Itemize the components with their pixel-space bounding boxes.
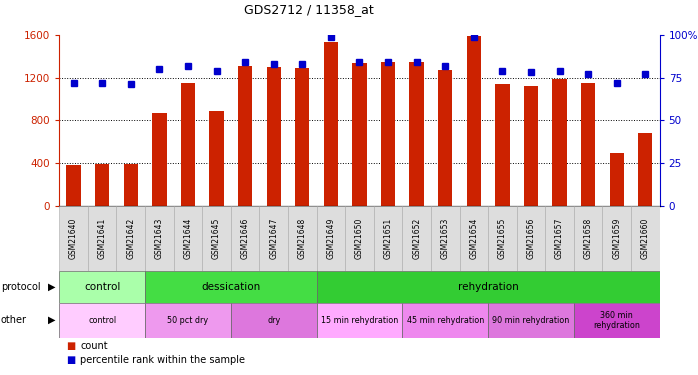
Bar xyxy=(346,206,373,271)
Text: GSM21650: GSM21650 xyxy=(355,217,364,259)
Bar xyxy=(317,271,660,303)
Bar xyxy=(602,206,631,271)
Text: GSM21654: GSM21654 xyxy=(469,217,478,259)
Text: 90 min rehydration: 90 min rehydration xyxy=(492,316,570,325)
Bar xyxy=(381,62,395,206)
Text: protocol: protocol xyxy=(1,282,40,292)
Bar xyxy=(88,206,117,271)
Text: GSM21652: GSM21652 xyxy=(412,217,421,259)
Bar xyxy=(117,206,145,271)
Bar xyxy=(402,206,431,271)
Bar xyxy=(59,271,145,303)
Text: GSM21648: GSM21648 xyxy=(298,217,307,259)
Text: 15 min rehydration: 15 min rehydration xyxy=(321,316,398,325)
Bar xyxy=(459,206,488,271)
Text: dessication: dessication xyxy=(201,282,260,292)
Bar xyxy=(59,206,88,271)
Text: GSM21642: GSM21642 xyxy=(126,217,135,259)
Bar xyxy=(467,36,481,206)
Text: ■: ■ xyxy=(66,356,75,366)
Text: GSM21641: GSM21641 xyxy=(98,217,107,259)
Text: GSM21653: GSM21653 xyxy=(440,217,450,259)
Bar xyxy=(145,206,174,271)
Bar xyxy=(145,303,231,338)
Text: GSM21655: GSM21655 xyxy=(498,217,507,259)
Text: 45 min rehydration: 45 min rehydration xyxy=(407,316,484,325)
Bar xyxy=(574,206,602,271)
Text: GSM21640: GSM21640 xyxy=(69,217,78,259)
Bar xyxy=(145,271,317,303)
Bar xyxy=(581,83,595,206)
Bar xyxy=(431,206,459,271)
Text: control: control xyxy=(88,316,117,325)
Text: GSM21651: GSM21651 xyxy=(384,217,392,259)
Bar xyxy=(638,133,653,206)
Text: GSM21657: GSM21657 xyxy=(555,217,564,259)
Text: ▶: ▶ xyxy=(48,315,56,325)
Text: GSM21656: GSM21656 xyxy=(526,217,535,259)
Bar xyxy=(402,303,488,338)
Bar xyxy=(231,206,260,271)
Bar xyxy=(488,206,517,271)
Text: count: count xyxy=(80,341,108,351)
Text: 50 pct dry: 50 pct dry xyxy=(168,316,209,325)
Bar xyxy=(545,206,574,271)
Text: GSM21644: GSM21644 xyxy=(184,217,193,259)
Text: dry: dry xyxy=(267,316,281,325)
Text: GSM21647: GSM21647 xyxy=(269,217,279,259)
Bar xyxy=(288,206,317,271)
Text: GSM21649: GSM21649 xyxy=(327,217,335,259)
Bar xyxy=(496,84,510,206)
Bar xyxy=(352,63,366,206)
Bar xyxy=(209,111,223,206)
Bar xyxy=(66,165,81,206)
Bar xyxy=(238,66,252,206)
Bar xyxy=(152,113,167,206)
Bar xyxy=(609,153,624,206)
Bar xyxy=(295,68,309,206)
Bar xyxy=(517,206,545,271)
Bar xyxy=(574,303,660,338)
Bar xyxy=(95,164,110,206)
Bar xyxy=(631,206,660,271)
Text: GSM21658: GSM21658 xyxy=(584,217,593,259)
Text: GSM21645: GSM21645 xyxy=(212,217,221,259)
Bar xyxy=(124,164,138,206)
Text: percentile rank within the sample: percentile rank within the sample xyxy=(80,356,245,366)
Text: rehydration: rehydration xyxy=(458,282,519,292)
Bar xyxy=(231,303,317,338)
Bar xyxy=(59,303,145,338)
Text: GSM21660: GSM21660 xyxy=(641,217,650,259)
Text: ■: ■ xyxy=(66,341,75,351)
Bar xyxy=(410,62,424,206)
Text: other: other xyxy=(1,315,27,325)
Bar xyxy=(373,206,402,271)
Text: GSM21659: GSM21659 xyxy=(612,217,621,259)
Text: GSM21646: GSM21646 xyxy=(241,217,250,259)
Text: GSM21643: GSM21643 xyxy=(155,217,164,259)
Bar xyxy=(260,206,288,271)
Bar xyxy=(324,42,338,206)
Bar xyxy=(438,70,452,206)
Text: control: control xyxy=(84,282,120,292)
Bar xyxy=(181,83,195,206)
Bar xyxy=(174,206,202,271)
Bar xyxy=(488,303,574,338)
Bar xyxy=(317,206,346,271)
Bar xyxy=(524,86,538,206)
Bar xyxy=(552,79,567,206)
Text: ▶: ▶ xyxy=(48,282,56,292)
Bar xyxy=(202,206,231,271)
Text: GDS2712 / 11358_at: GDS2712 / 11358_at xyxy=(244,3,374,16)
Bar xyxy=(317,303,402,338)
Bar xyxy=(267,67,281,206)
Text: 360 min
rehydration: 360 min rehydration xyxy=(593,310,640,330)
